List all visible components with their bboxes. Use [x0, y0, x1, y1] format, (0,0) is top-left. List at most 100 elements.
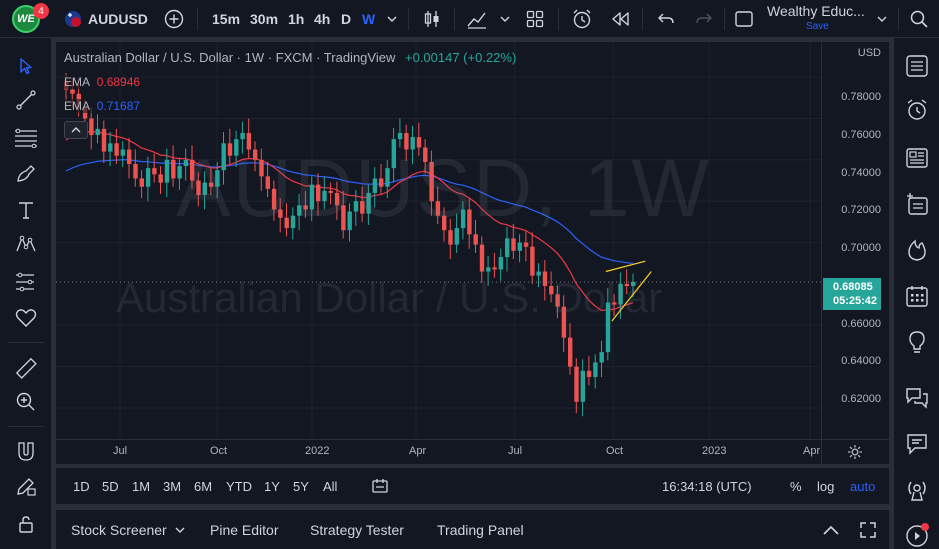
collapse-panel-button[interactable]	[822, 510, 840, 549]
candle-body	[108, 143, 113, 152]
fib-retracement-tool[interactable]	[12, 124, 40, 152]
screener-dropdown[interactable]	[174, 510, 186, 549]
alert-button[interactable]	[571, 0, 593, 38]
candle-body	[190, 159, 195, 181]
interval-dropdown[interactable]	[386, 0, 398, 38]
pattern-tool[interactable]	[12, 231, 40, 259]
currency-label[interactable]: USD	[857, 47, 881, 59]
cursor-tool[interactable]	[12, 52, 40, 80]
range-ytd[interactable]: YTD	[226, 478, 252, 494]
range-1y[interactable]: 1Y	[264, 478, 280, 494]
replay-button[interactable]	[609, 0, 631, 38]
indicators-dropdown[interactable]	[499, 0, 511, 38]
interval-1h[interactable]: 1h	[288, 11, 305, 27]
calendar-range-icon	[371, 478, 389, 494]
tab-strategy-tester[interactable]: Strategy Tester	[310, 522, 404, 538]
trend-line-tool[interactable]	[12, 86, 40, 114]
range-6m[interactable]: 6M	[194, 478, 213, 494]
interval-4h[interactable]: 4h	[314, 11, 331, 27]
brush-tool[interactable]	[12, 160, 40, 188]
candle-body	[171, 159, 176, 179]
candle-body	[215, 170, 220, 187]
chart-pane[interactable]: AUDUSD, 1W Australian Dollar / U.S. Doll…	[56, 42, 821, 439]
price-scale[interactable]: USD 0.78000 0.76000 0.74000 0.72000 0.70…	[821, 42, 889, 439]
candle-body	[70, 89, 75, 94]
auto-toggle[interactable]: auto	[850, 478, 876, 494]
lock-drawings-tool[interactable]	[12, 472, 40, 500]
candle-body	[177, 166, 182, 179]
magnet-tool[interactable]	[12, 438, 40, 466]
layout-name: Wealthy Educ...	[767, 3, 865, 19]
hotlists-button[interactable]	[903, 190, 931, 218]
tab-trading-panel[interactable]: Trading Panel	[437, 522, 524, 538]
divider	[558, 8, 559, 30]
series-title: Australian Dollar / U.S. Dollar · 1W · F…	[64, 50, 396, 65]
undo-button[interactable]	[656, 0, 676, 38]
trending-button[interactable]	[903, 236, 931, 264]
measure-tool[interactable]	[12, 354, 40, 382]
alerts-button[interactable]	[903, 96, 931, 124]
candle-body	[227, 143, 233, 156]
percent-toggle[interactable]: %	[790, 478, 802, 494]
ema-legend-1[interactable]: EMA 0.68946	[64, 75, 141, 89]
search-button[interactable]	[909, 0, 929, 38]
candle-body	[505, 238, 510, 258]
indicators-button[interactable]	[466, 0, 488, 38]
redo-button[interactable]	[694, 0, 714, 38]
alarm-clock-plus-icon	[571, 8, 593, 30]
goto-date-button[interactable]	[371, 468, 389, 504]
lock-tool[interactable]	[12, 510, 40, 538]
ideas-button[interactable]	[903, 328, 931, 356]
zoom-in-tool[interactable]	[12, 388, 40, 416]
tab-pine-editor[interactable]: Pine Editor	[210, 522, 279, 538]
time-label: 2023	[702, 445, 727, 457]
range-all[interactable]: All	[323, 478, 338, 494]
interval-30m[interactable]: 30m	[250, 11, 279, 27]
tab-stock-screener[interactable]: Stock Screener	[71, 522, 167, 538]
chart-type-button[interactable]	[422, 0, 442, 38]
channel-upper-line	[605, 260, 646, 273]
symbol-search[interactable]: AUDUSD	[64, 0, 148, 38]
log-toggle[interactable]: log	[817, 478, 835, 494]
ema-legend-2[interactable]: EMA 0.71687	[64, 99, 141, 113]
help-circle-icon	[904, 523, 930, 549]
layout-dropdown[interactable]	[876, 0, 888, 38]
range-1m[interactable]: 1M	[132, 478, 151, 494]
calendar-button[interactable]	[903, 282, 931, 310]
price-chart[interactable]	[56, 42, 821, 439]
ema-value: 0.68946	[96, 75, 141, 89]
interval-d[interactable]: D	[341, 11, 352, 27]
plus-circle-icon	[164, 9, 184, 29]
prediction-tool[interactable]	[12, 268, 40, 296]
candle-body	[580, 370, 585, 402]
ruler-icon	[15, 357, 37, 379]
streams-button[interactable]	[903, 476, 931, 504]
legend-collapse-button[interactable]	[64, 121, 88, 139]
range-5d[interactable]: 5D	[102, 478, 119, 494]
interval-15m[interactable]: 15m	[212, 11, 241, 27]
layout-templates-button[interactable]	[525, 0, 545, 38]
layout-select-button[interactable]	[734, 0, 754, 38]
time-scale[interactable]: Jul Oct 2022 Apr Jul Oct 2023 Apr	[56, 439, 821, 464]
news-button[interactable]	[903, 144, 931, 172]
range-1d[interactable]: 1D	[73, 478, 90, 494]
layout-name-button[interactable]: Wealthy Educ... Save	[767, 0, 865, 38]
news-icon	[905, 146, 929, 170]
private-chats-button[interactable]	[903, 430, 931, 458]
range-5y[interactable]: 5Y	[293, 478, 309, 494]
watchlist-button[interactable]	[903, 52, 931, 80]
range-3m[interactable]: 3M	[163, 478, 182, 494]
public-chats-button[interactable]	[903, 384, 931, 412]
text-tool[interactable]	[12, 196, 40, 224]
interval-w[interactable]: W	[362, 11, 376, 27]
watermark-symbol: AUDUSD, 1W	[176, 143, 711, 234]
help-button[interactable]	[903, 522, 931, 549]
price-label: 0.66000	[841, 318, 881, 330]
utc-clock[interactable]: 16:34:18 (UTC)	[662, 478, 752, 494]
maximize-panel-button[interactable]	[859, 510, 877, 549]
favorites-tool[interactable]	[12, 304, 40, 332]
compare-symbol-button[interactable]	[164, 0, 184, 38]
cursor-arrow-icon	[17, 57, 35, 75]
gear-icon[interactable]	[847, 444, 863, 460]
horizontal-lines-icon	[14, 128, 38, 148]
